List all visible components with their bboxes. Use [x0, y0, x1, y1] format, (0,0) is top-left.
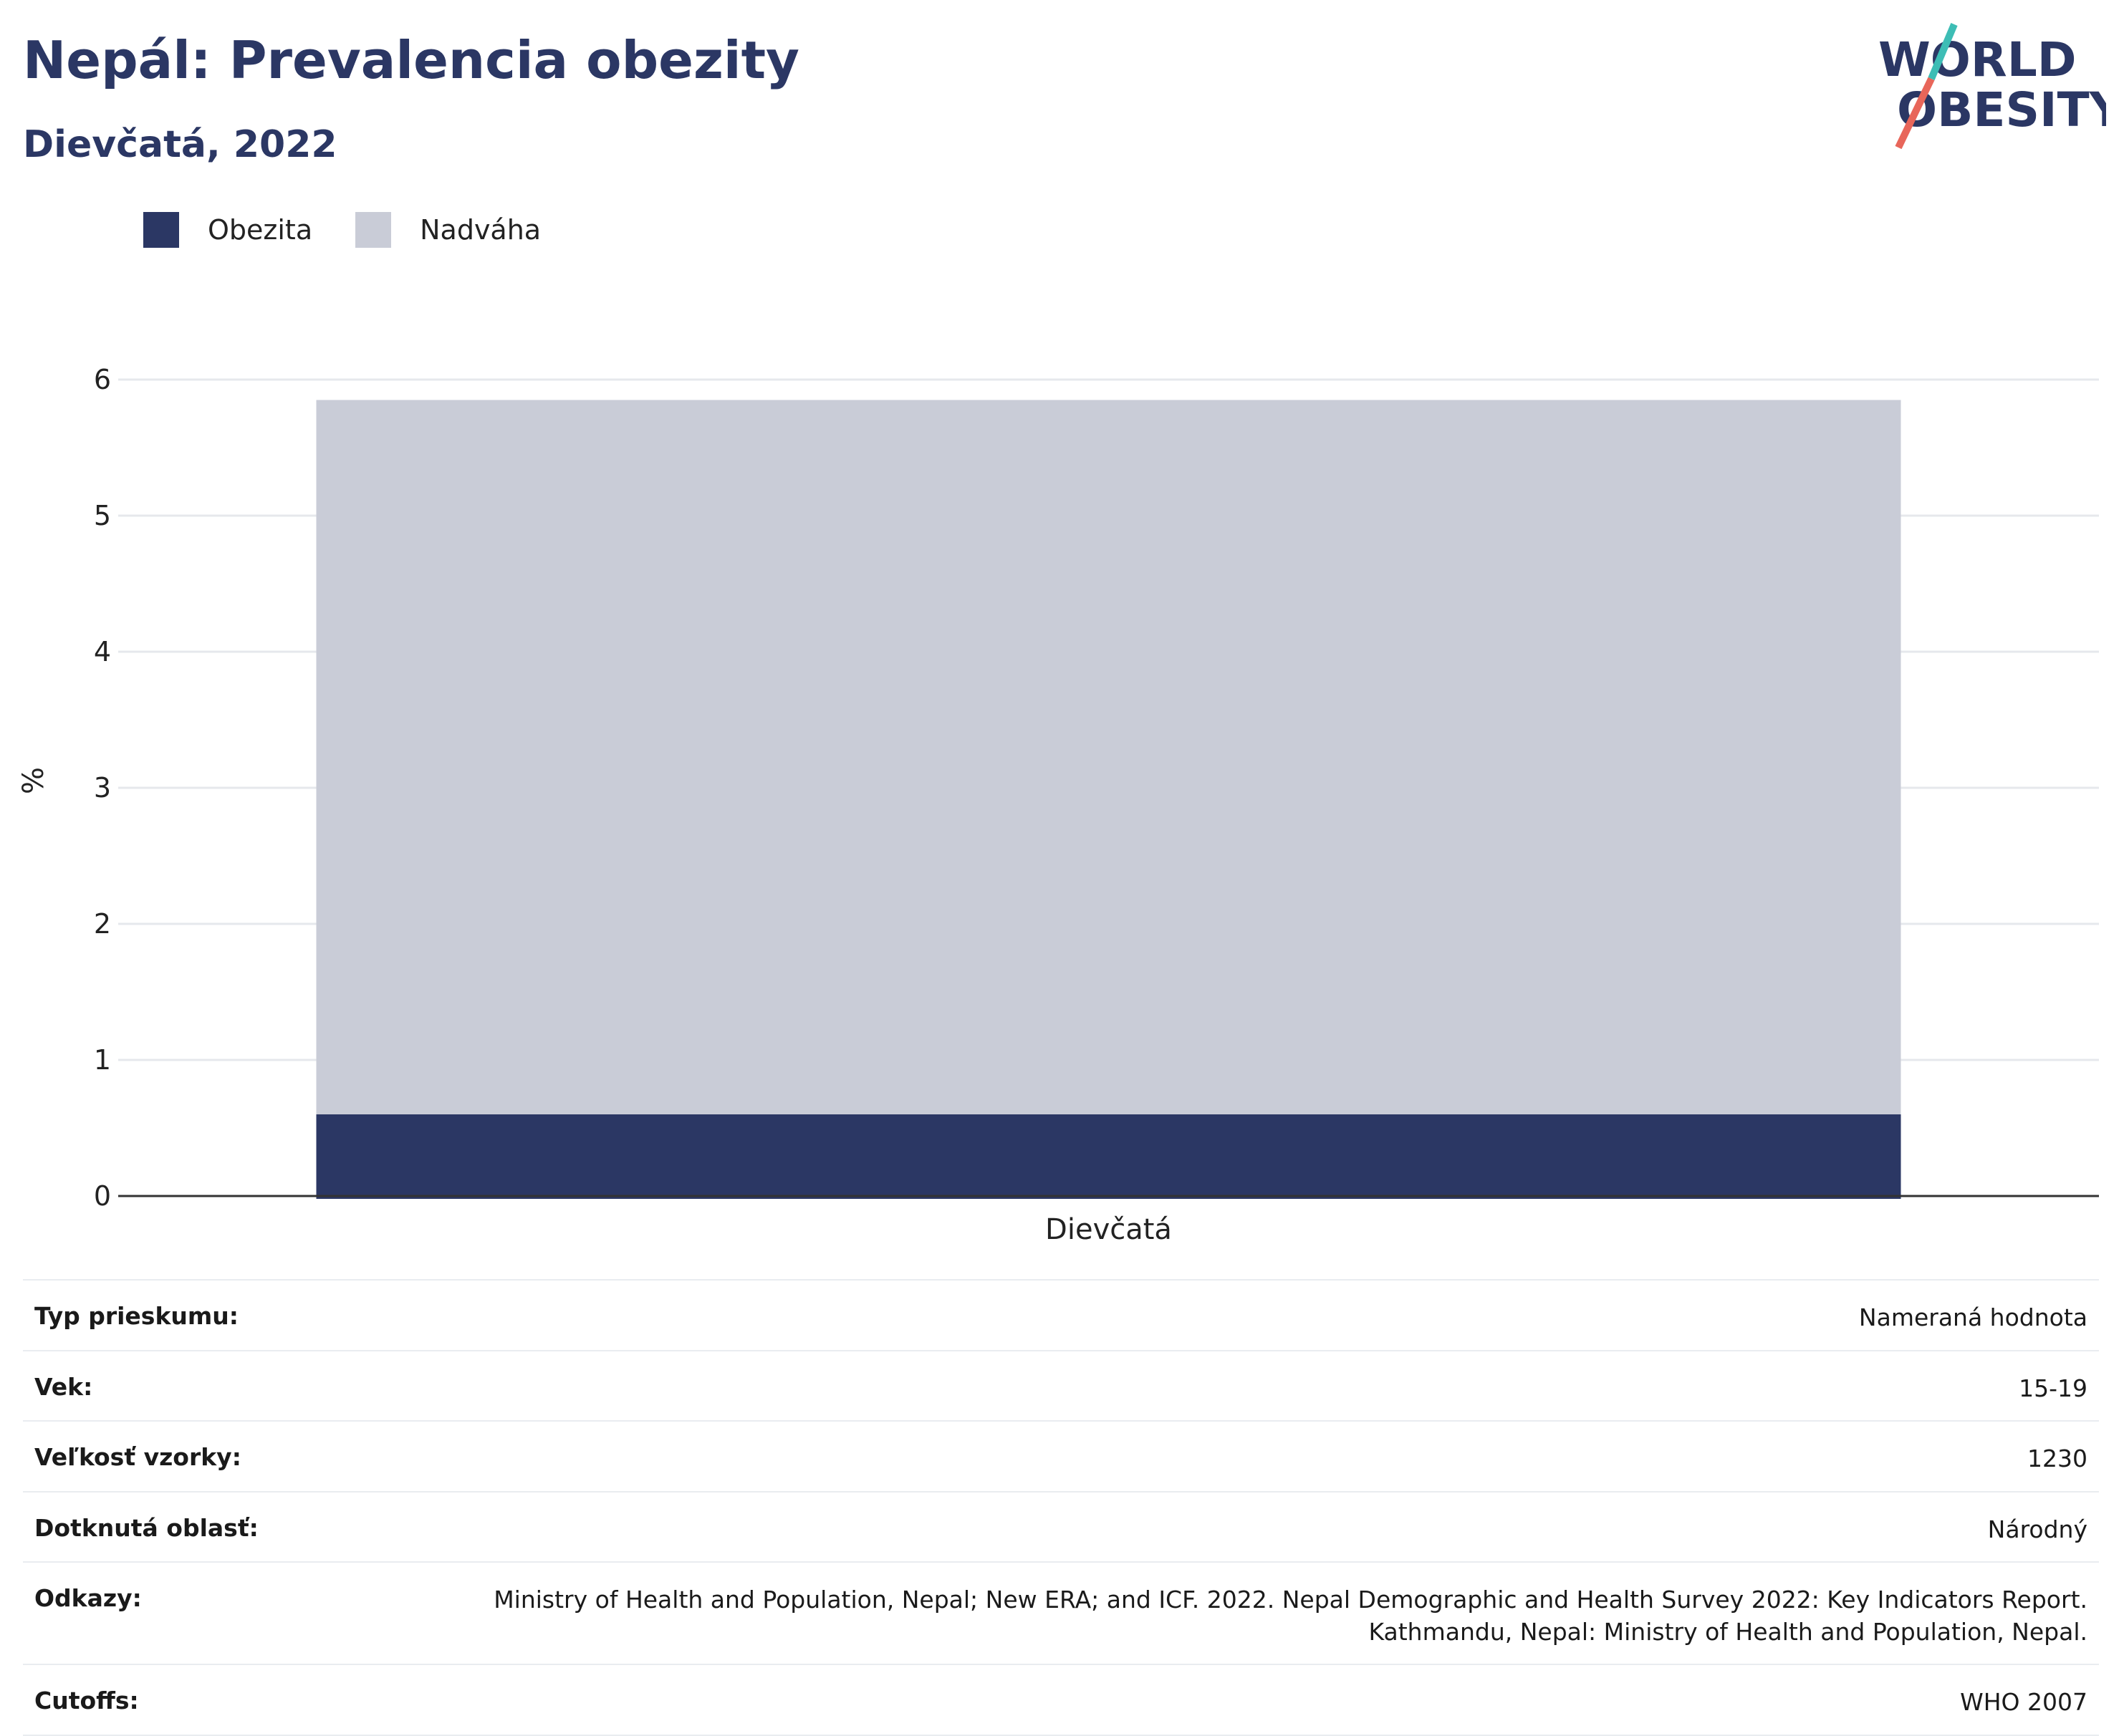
- chart-subtitle: Dievčatá, 2022: [23, 123, 337, 166]
- y-tick-label-6: 6: [94, 364, 111, 395]
- legend-swatch-overweight: [355, 212, 392, 248]
- info-value: 15-19: [2019, 1374, 2087, 1402]
- info-value: WHO 2007: [1960, 1688, 2087, 1717]
- legend-item-obesity[interactable]: Obezita: [143, 212, 312, 248]
- chart-legend: Obezita Nadváha: [143, 212, 584, 248]
- legend-item-overweight[interactable]: Nadváha: [355, 212, 541, 248]
- info-row: Cutoffs: WHO 2007: [23, 1664, 2099, 1736]
- y-tick-label-0: 0: [94, 1180, 111, 1212]
- y-tick-label-2: 2: [94, 908, 111, 940]
- info-value: Ministry of Health and Population, Nepal…: [494, 1586, 2087, 1646]
- legend-swatch-obesity: [143, 212, 179, 248]
- legend-label-overweight: Nadváha: [420, 214, 542, 246]
- info-value: Národný: [1987, 1515, 2087, 1543]
- chart-title: Nepál: Prevalencia obezity: [23, 30, 799, 90]
- info-label: Veľkosť vzorky:: [34, 1443, 241, 1472]
- y-axis-title: %: [17, 767, 50, 794]
- info-row: Typ prieskumu: Nameraná hodnota: [23, 1279, 2099, 1350]
- bar-obesity-0: [316, 1114, 1901, 1199]
- info-row: Veľkosť vzorky: 1230: [23, 1420, 2099, 1491]
- y-tick-label-5: 5: [94, 500, 111, 531]
- x-tick-label-0: Dievčatá: [1045, 1213, 1172, 1246]
- logo-slash-teal: [1928, 23, 1958, 80]
- logo-slash-red: [1895, 77, 1935, 150]
- info-value: Nameraná hodnota: [1858, 1303, 2087, 1331]
- bar-chart: 0 1 2 3 4 5 6% Dievčatá: [17, 364, 2099, 1246]
- y-tick-label-4: 4: [94, 636, 111, 667]
- info-label: Cutoffs:: [34, 1687, 139, 1715]
- info-label: Vek:: [34, 1372, 93, 1401]
- info-row: Dotknutá oblasť: Národný: [23, 1490, 2099, 1562]
- bar-overweight-0: [316, 400, 1901, 1114]
- info-row: Odkazy: Ministry of Health and Population…: [23, 1561, 2099, 1664]
- logo-text-world: WORLD: [1878, 32, 2077, 87]
- info-label: Dotknutá oblasť:: [34, 1513, 259, 1542]
- legend-label-obesity: Obezita: [208, 214, 313, 246]
- info-value: 1230: [2027, 1445, 2087, 1473]
- info-row: Vek: 15-19: [23, 1349, 2099, 1421]
- info-label: Odkazy:: [34, 1584, 142, 1613]
- y-tick-label-3: 3: [94, 772, 111, 804]
- y-tick-label-1: 1: [94, 1044, 111, 1076]
- info-label: Typ prieskumu:: [34, 1302, 239, 1330]
- world-obesity-logo: WORLD OBESITY: [1878, 23, 2106, 150]
- survey-info-table: Typ prieskumu: Nameraná hodnota Vek: 15-19 V…: [23, 1279, 2099, 1736]
- logo-text-obesity: OBESITY: [1897, 82, 2106, 138]
